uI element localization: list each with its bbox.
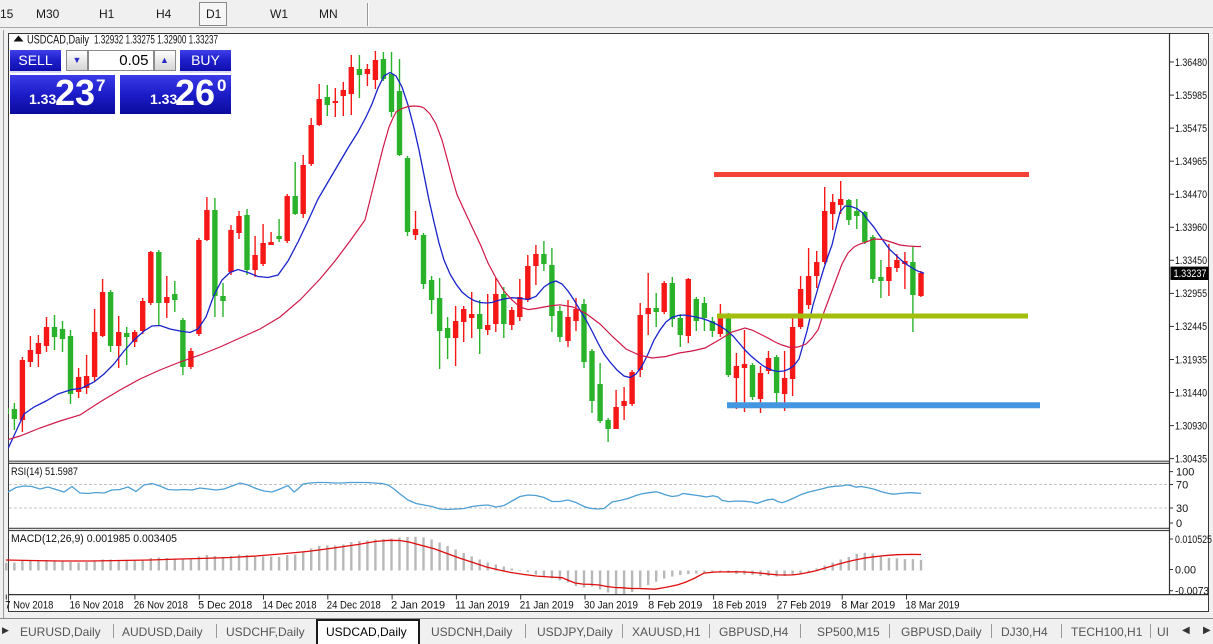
svg-text:1.32445: 1.32445 xyxy=(1175,321,1207,333)
svg-text:0.00: 0.00 xyxy=(1175,564,1196,576)
svg-text:30 Jan 2019: 30 Jan 2019 xyxy=(584,600,638,612)
svg-text:14 Dec 2018: 14 Dec 2018 xyxy=(263,600,317,612)
svg-text:1.31440: 1.31440 xyxy=(1175,387,1207,399)
svg-text:11 Jan 2019: 11 Jan 2019 xyxy=(455,600,509,612)
svg-text:1.31935: 1.31935 xyxy=(1175,354,1207,366)
svg-text:1.33960: 1.33960 xyxy=(1175,222,1207,234)
svg-text:100: 100 xyxy=(1176,466,1194,478)
svg-text:1.33237: 1.33237 xyxy=(1174,268,1207,280)
svg-text:1.32932 1.33275 1.32900 1.3323: 1.32932 1.33275 1.32900 1.33237 xyxy=(94,33,218,47)
svg-text:0.010525: 0.010525 xyxy=(1175,534,1212,546)
svg-text:-0.0073: -0.0073 xyxy=(1175,586,1209,598)
svg-text:1.33450: 1.33450 xyxy=(1175,255,1207,267)
svg-text:26 Nov 2018: 26 Nov 2018 xyxy=(134,600,188,612)
svg-text:70: 70 xyxy=(1176,479,1188,491)
svg-text:1.35985: 1.35985 xyxy=(1175,90,1207,102)
svg-text:1.35475: 1.35475 xyxy=(1175,123,1207,135)
svg-text:24 Dec 2018: 24 Dec 2018 xyxy=(327,600,381,612)
svg-text:18 Mar 2019: 18 Mar 2019 xyxy=(906,600,960,612)
svg-text:RSI(14) 51.5987: RSI(14) 51.5987 xyxy=(11,466,78,478)
svg-text:2 Jan 2019: 2 Jan 2019 xyxy=(391,600,445,612)
svg-text:21 Jan 2019: 21 Jan 2019 xyxy=(520,600,574,612)
svg-text:MACD(12,26,9) 0.001985 0.00340: MACD(12,26,9) 0.001985 0.003405 xyxy=(11,533,177,545)
svg-text:30: 30 xyxy=(1176,503,1188,515)
svg-text:8 Mar 2019: 8 Mar 2019 xyxy=(841,600,895,612)
svg-text:USDCAD,Daily: USDCAD,Daily xyxy=(27,33,89,47)
svg-text:5 Dec 2018: 5 Dec 2018 xyxy=(198,600,252,612)
svg-text:16 Nov 2018: 16 Nov 2018 xyxy=(70,600,124,612)
svg-text:1.30435: 1.30435 xyxy=(1175,453,1207,465)
svg-text:0: 0 xyxy=(1176,518,1182,530)
svg-text:1.30930: 1.30930 xyxy=(1175,420,1207,432)
svg-text:8 Feb 2019: 8 Feb 2019 xyxy=(648,600,702,612)
svg-text:1.34470: 1.34470 xyxy=(1175,189,1207,201)
svg-text:18 Feb 2019: 18 Feb 2019 xyxy=(713,600,767,612)
svg-text:7 Nov 2018: 7 Nov 2018 xyxy=(5,600,53,612)
svg-text:1.36480: 1.36480 xyxy=(1175,57,1207,69)
svg-text:1.34965: 1.34965 xyxy=(1175,156,1207,168)
svg-text:1.32955: 1.32955 xyxy=(1175,288,1207,300)
svg-text:27 Feb 2019: 27 Feb 2019 xyxy=(777,600,831,612)
